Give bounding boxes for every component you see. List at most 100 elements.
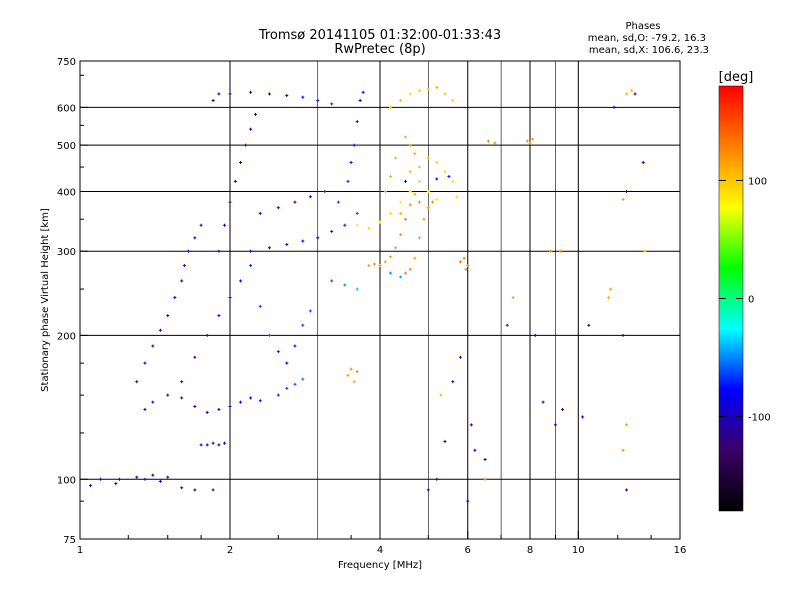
data-point-x <box>408 189 412 193</box>
data-point-o <box>135 475 139 479</box>
data-point-o <box>199 223 203 227</box>
data-point-x <box>408 170 412 174</box>
data-point-x <box>373 262 377 266</box>
data-point-o <box>625 189 629 193</box>
data-point-o <box>301 323 305 327</box>
data-point-o <box>378 189 382 193</box>
data-point-o <box>117 477 121 481</box>
data-point-o <box>435 477 439 481</box>
data-point-x <box>394 156 398 160</box>
data-point-o <box>587 323 591 327</box>
x-tick-label: 10 <box>572 545 585 556</box>
data-point-o <box>355 287 359 291</box>
data-point-o <box>316 236 320 240</box>
data-point-o <box>293 382 297 386</box>
data-point-o <box>336 200 340 204</box>
data-point-x <box>399 200 403 204</box>
y-tick-label: 400 <box>57 187 76 198</box>
y-tick-label: 600 <box>57 103 76 114</box>
data-point-x <box>549 249 553 253</box>
y-tick-label: 750 <box>57 57 76 68</box>
x-tick-label: 16 <box>674 545 687 556</box>
data-point-x <box>621 448 625 452</box>
data-point-o <box>199 443 203 447</box>
data-point-x <box>413 256 417 260</box>
chart-subtitle: RwPretec (8p) <box>334 42 425 57</box>
data-point-o <box>228 296 232 300</box>
data-point-o <box>205 443 209 447</box>
data-point-o <box>249 249 253 253</box>
data-point-o <box>323 189 327 193</box>
data-point-o <box>483 457 487 461</box>
data-point-x <box>408 143 412 147</box>
colorbar-unit-label: [deg] <box>719 70 754 85</box>
data-point-o <box>249 90 253 94</box>
data-point-o <box>553 423 557 427</box>
data-point-o <box>180 396 184 400</box>
data-point-o <box>249 127 253 131</box>
data-point-x <box>394 246 398 250</box>
data-point-o <box>166 475 170 479</box>
data-point-o <box>285 386 289 390</box>
y-tick-label: 100 <box>57 475 76 486</box>
x-axis-label: Frequency [MHz] <box>338 560 422 571</box>
data-point-o <box>228 404 232 408</box>
data-point-o <box>239 279 243 283</box>
data-point-o <box>193 488 197 492</box>
data-point-o <box>308 309 312 313</box>
data-point-o <box>114 481 118 485</box>
colorbar-tick-label: 100 <box>748 176 767 187</box>
data-point-x <box>511 296 515 300</box>
data-point-o <box>267 246 271 250</box>
data-point-o <box>186 249 190 253</box>
x-tick-label: 8 <box>527 545 533 556</box>
data-point-x <box>426 156 430 160</box>
grid <box>80 61 680 539</box>
data-point-x <box>443 170 447 174</box>
data-point-o <box>285 242 289 246</box>
x-tick-label: 4 <box>377 545 383 556</box>
data-point-o <box>285 361 289 365</box>
data-point-x <box>403 271 407 275</box>
data-point-o <box>166 393 170 397</box>
data-point-o <box>346 179 350 183</box>
data-point-o <box>180 380 184 384</box>
data-point-x <box>417 200 421 204</box>
data-point-o <box>143 477 147 481</box>
data-point-o <box>217 314 221 318</box>
data-point-o <box>505 323 509 327</box>
data-point-o <box>358 99 362 103</box>
data-point-o <box>355 120 359 124</box>
data-point-o <box>193 236 197 240</box>
data-point-o <box>158 328 162 332</box>
data-point-x <box>435 197 439 201</box>
data-point-o <box>533 333 537 337</box>
data-point-o <box>293 344 297 348</box>
data-point-x <box>389 255 393 259</box>
data-point-o <box>258 211 262 215</box>
data-point-x <box>367 264 371 268</box>
data-point-o <box>267 92 271 96</box>
data-point-o <box>330 229 334 233</box>
data-point-x <box>389 174 393 178</box>
data-point-o <box>466 499 470 503</box>
data-point-o <box>276 393 280 397</box>
data-point-o <box>143 407 147 411</box>
data-point-o <box>205 410 209 414</box>
y-tick-label: 200 <box>57 331 76 342</box>
data-point-o <box>135 380 139 384</box>
data-point-o <box>399 275 403 279</box>
data-point-o <box>211 488 215 492</box>
data-point-x <box>355 223 359 227</box>
data-point-o <box>343 223 347 227</box>
data-point-x <box>608 287 612 291</box>
data-point-x <box>403 217 407 221</box>
colorbar-tick-label: 0 <box>748 295 754 306</box>
data-point-x <box>349 367 353 371</box>
data-point-o <box>276 206 280 210</box>
data-point-x <box>383 260 387 264</box>
data-point-x <box>493 141 497 145</box>
data-point-x <box>458 260 462 264</box>
